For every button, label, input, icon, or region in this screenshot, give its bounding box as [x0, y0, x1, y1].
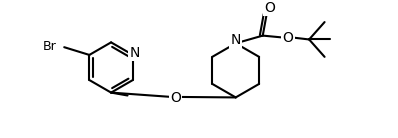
Text: O: O [170, 91, 181, 105]
Text: N: N [230, 33, 241, 47]
Text: O: O [264, 1, 275, 15]
Text: O: O [283, 30, 293, 45]
Text: N: N [130, 46, 140, 60]
Text: Br: Br [43, 40, 57, 53]
